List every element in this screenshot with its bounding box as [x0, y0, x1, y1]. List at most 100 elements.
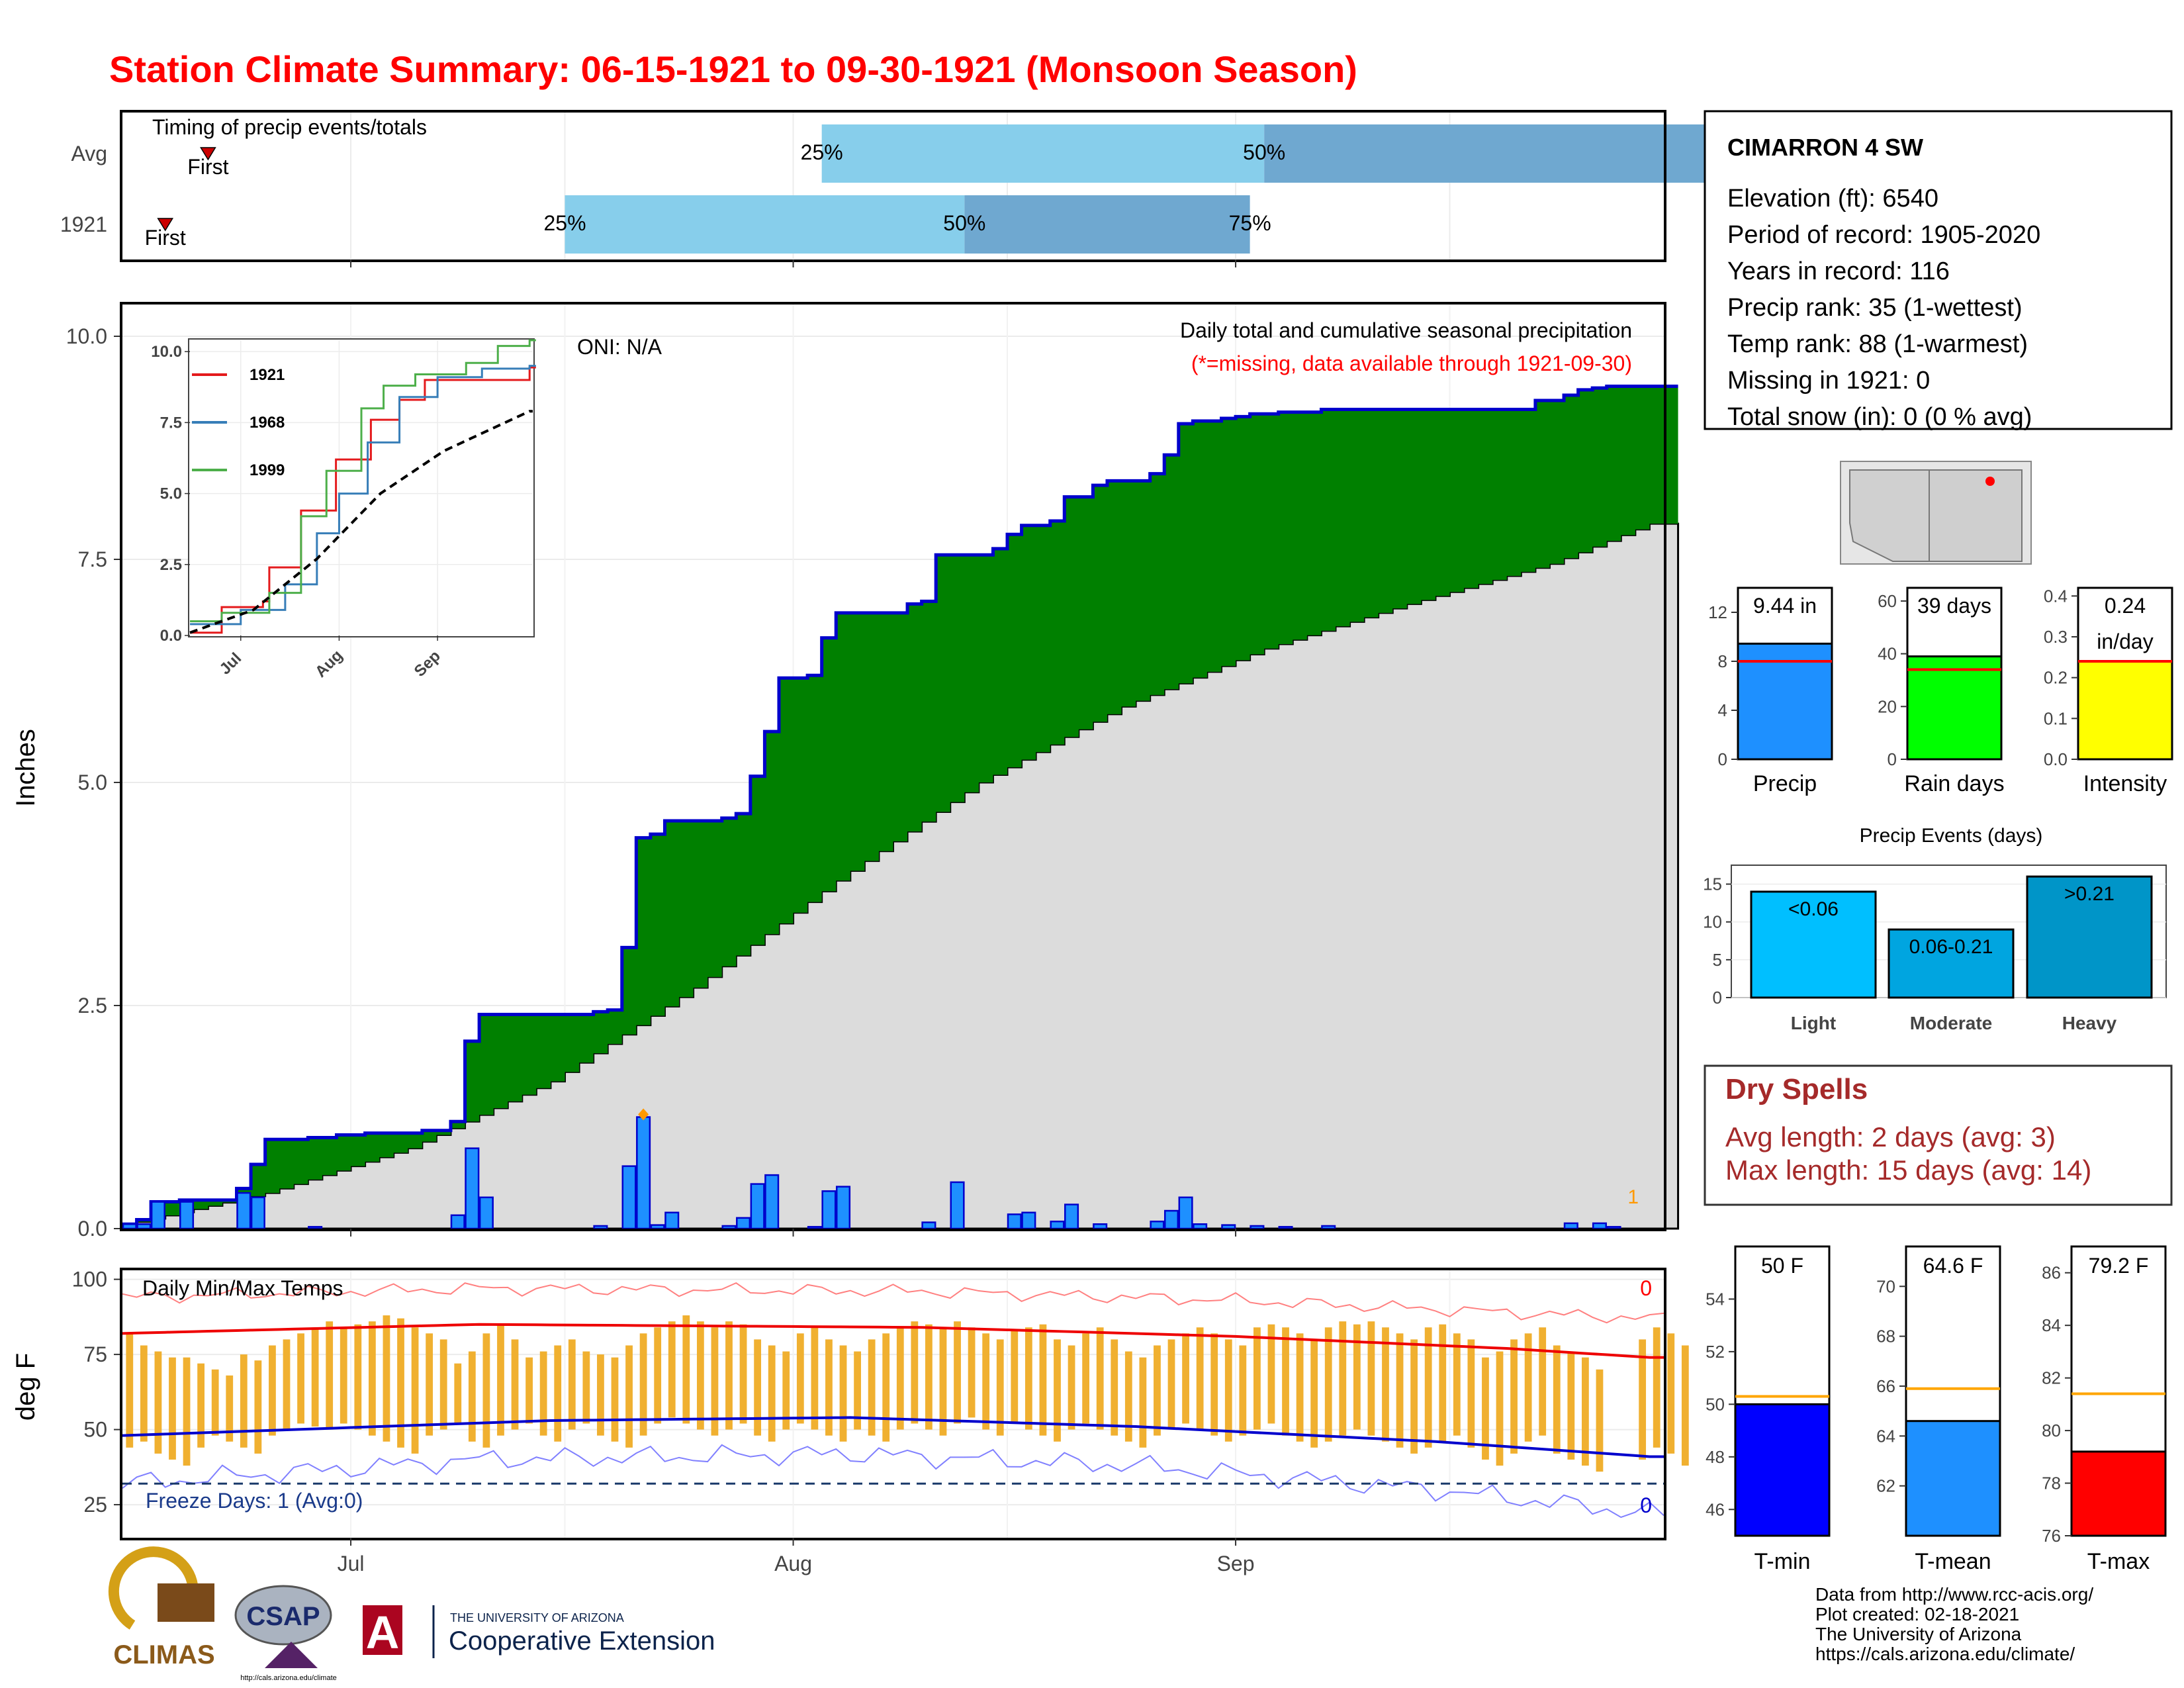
temp-daily-bar	[1410, 1339, 1418, 1454]
daily-precip-bar	[835, 1186, 851, 1230]
daily-precip-bar	[1021, 1211, 1036, 1230]
temp-y-tick-label: 75	[83, 1342, 107, 1366]
summary-bar-y-tick-label: 60	[1878, 591, 1897, 611]
temp-daily-bar	[882, 1333, 890, 1442]
temp-summary-y-tick-label: 78	[2042, 1474, 2061, 1493]
temp-daily-bar	[968, 1327, 976, 1418]
x-axis-label: Jul	[338, 1552, 365, 1575]
temp-daily-bar	[1210, 1333, 1218, 1436]
timing-p25-label: 25%	[543, 211, 586, 235]
timing-row-label-avg: Avg	[71, 142, 107, 165]
daily-precip-bar	[807, 1226, 822, 1230]
daily-precip-bar	[1592, 1222, 1607, 1230]
temp-summary-label: T-max	[2087, 1549, 2150, 1574]
ua-a-block	[363, 1605, 402, 1655]
ua-logo: A THE UNIVERSITY OF ARIZONA Cooperative …	[363, 1605, 715, 1658]
temp-daily-bar	[1396, 1333, 1404, 1448]
temp-daily-bar	[554, 1345, 562, 1442]
inset-background	[188, 338, 535, 637]
temp-daily-bar	[1553, 1345, 1561, 1454]
credit-line-data: Data from http://www.rcc-acis.org/	[1815, 1584, 2093, 1605]
daily-precip-bar	[1563, 1222, 1578, 1230]
precip-y-tick-label: 7.5	[78, 547, 107, 571]
station-snow: Total snow (in): 0 (0 % avg)	[1727, 403, 2032, 431]
temp-daily-bar	[668, 1321, 676, 1418]
daily-precip-bar	[236, 1192, 251, 1230]
temp-daily-bar	[154, 1351, 162, 1454]
summary-bar-y-tick-label: 0.2	[2044, 668, 2068, 688]
temp-daily-bar	[497, 1324, 504, 1436]
inset-series-lines	[189, 339, 536, 634]
daily-precip-bar	[1193, 1223, 1208, 1230]
summary-bar-fill	[1737, 642, 1833, 761]
daily-precip-bar	[650, 1224, 665, 1230]
inset-legend-label: 1999	[250, 461, 285, 479]
timing-bar-q1	[565, 195, 965, 254]
station-precip-rank: Precip rank: 35 (1-wettest)	[1727, 294, 2023, 322]
temp-summary-y-tick-label: 70	[1876, 1276, 1895, 1296]
summary-bar-y-tick-label: 12	[1708, 602, 1727, 622]
temp-daily-bar	[911, 1321, 919, 1424]
temp-daily-bar	[183, 1357, 191, 1466]
timing-frame	[120, 110, 1666, 262]
x-axis-label: Sep	[1217, 1552, 1255, 1575]
timing-first-marker	[157, 218, 174, 232]
csap-cloud	[234, 1585, 332, 1646]
daily-precip-bar	[308, 1226, 323, 1230]
inset-y-tick-label: 10.0	[151, 343, 182, 361]
precip-y-tick-label: 5.0	[78, 771, 107, 794]
x-axis: Jul Aug Sep	[338, 259, 1255, 1575]
temp-daily-bar	[1154, 1345, 1161, 1436]
temp-daily-bar	[254, 1360, 262, 1454]
station-period: Period of record: 1905-2020	[1727, 221, 2040, 249]
summary-bar-y-tick-label: 0.0	[2044, 749, 2068, 769]
dry-spells-box: Dry Spells Avg length: 2 days (avg: 3) M…	[1704, 1064, 2173, 1206]
daily-precip-bar	[478, 1196, 494, 1230]
temp-summary-fill	[1734, 1403, 1831, 1537]
temp-summary-y-tick-label: 48	[1706, 1447, 1725, 1467]
dry-spells-avg: Avg length: 2 days (avg: 3)	[1725, 1121, 2056, 1152]
temp-y-tick-label: 100	[72, 1268, 107, 1291]
x-axis-label: Aug	[774, 1552, 812, 1575]
summary-bar-y-tick-label: 0.1	[2044, 708, 2068, 728]
daily-precip-bar	[179, 1201, 195, 1230]
daily-precip-bar	[621, 1165, 637, 1230]
temp-daily-bar	[868, 1339, 876, 1436]
temp-daily-bar	[1367, 1321, 1375, 1436]
temp-daily-bar	[283, 1339, 291, 1430]
temp-record-max-line	[122, 1282, 1664, 1324]
temp-daily-bar	[1196, 1327, 1204, 1430]
temp-daily-bar	[468, 1351, 476, 1442]
temp-summary-value: 79.2 F	[2089, 1254, 2149, 1278]
temp-summary-y-tick-label: 52	[1706, 1342, 1725, 1362]
station-missing: Missing in 1921: 0	[1727, 367, 1930, 395]
temp-daily-bar	[711, 1327, 719, 1436]
temp-daily-bar	[1024, 1327, 1032, 1430]
timing-first-label: First	[187, 155, 228, 179]
temp-daily-bar	[625, 1345, 633, 1448]
summary-bar-value: 0.24	[2105, 594, 2146, 618]
ua-small-text: THE UNIVERSITY OF ARIZONA	[450, 1611, 624, 1624]
csap-mountains	[265, 1642, 318, 1668]
station-name: CIMARRON 4 SW	[1727, 134, 1923, 161]
temp-daily-bar	[1054, 1339, 1061, 1442]
inset-y-tick-label: 2.5	[160, 556, 182, 574]
temp-daily-bar	[1139, 1357, 1147, 1448]
summary-bar-y-tick-label: 40	[1878, 644, 1897, 664]
timing-p25-label: 25%	[801, 140, 843, 164]
temp-daily-bar	[1310, 1339, 1318, 1448]
temp-daily-bar	[1253, 1327, 1261, 1430]
summary-bar-value: 9.44 in	[1753, 594, 1817, 618]
climas-block	[158, 1583, 214, 1622]
station-temp-rank: Temp rank: 88 (1-warmest)	[1727, 330, 2028, 358]
temp-daily-bar	[1382, 1327, 1389, 1442]
temp-panel-title: Daily Min/Max Temps	[142, 1276, 343, 1300]
daily-precip-bar	[122, 1223, 137, 1230]
missing-count: 1	[1627, 1186, 1639, 1208]
precip-y-tick-label: 0.0	[78, 1217, 107, 1241]
temp-daily-bar	[311, 1327, 319, 1427]
missing-data-marker	[638, 1108, 649, 1121]
temp-gridlines	[122, 1270, 1664, 1538]
events-bar-fill	[1888, 928, 2015, 999]
